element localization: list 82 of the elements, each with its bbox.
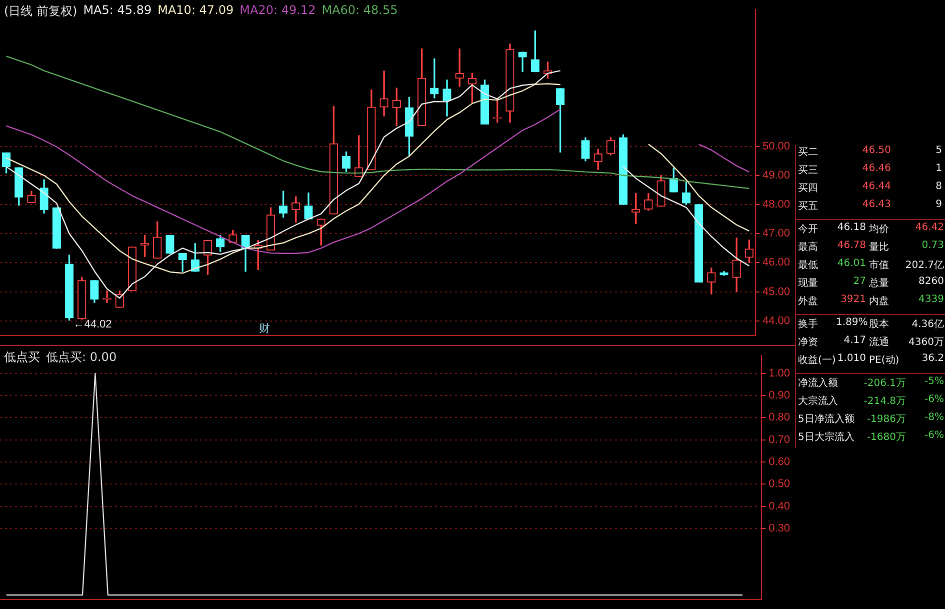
text: 买五 (798, 200, 819, 213)
text: 1.010 (836, 353, 866, 364)
candlestick (455, 48, 464, 87)
text: 今开 (798, 223, 819, 236)
text: 总量 (869, 276, 890, 290)
text: 股本 (869, 318, 890, 331)
text: 市值 (869, 258, 890, 272)
y-tick-label: 0.60 (768, 456, 790, 468)
series-label: 低点买: 0.00 (46, 349, 117, 366)
text: MA20: 49.12 (240, 3, 316, 19)
text: -1986万 (866, 413, 906, 426)
text: 46.50 (861, 145, 891, 156)
text: 最高 (798, 240, 819, 254)
text: 1.89% (836, 317, 868, 328)
text: 买二 (798, 146, 819, 159)
text: 0.73 (920, 240, 944, 251)
y-tick-label: 50.00 (762, 140, 790, 152)
text: MA10: 47.09 (158, 3, 234, 19)
candlestick (380, 70, 388, 116)
text: 流通 (869, 336, 890, 349)
text: MA60: 48.55 (322, 3, 398, 19)
text: 内盘 (869, 294, 890, 308)
text: 大宗流入 (798, 394, 839, 408)
text: -6% (924, 394, 944, 405)
text: 3921 (840, 294, 866, 305)
y-tick-label: 45.00 (762, 286, 790, 298)
text: 46.44 (861, 181, 891, 192)
text: 202.7亿 (904, 259, 944, 272)
text: 46.18 (836, 222, 866, 233)
y-tick-label: 47.00 (762, 228, 790, 240)
text: 净资 (798, 336, 819, 349)
text: 8 (934, 181, 942, 192)
text: -214.8万 (862, 395, 906, 408)
text: 46.46 (861, 163, 891, 174)
text: 5日净流入额 (798, 412, 856, 426)
text: 买四 (798, 182, 819, 195)
y-tick-label: 48.00 (762, 198, 790, 211)
text: 46.43 (861, 199, 891, 210)
text: -6% (924, 430, 944, 441)
text: 4.36亿 (910, 318, 944, 331)
text: 外盘 (798, 295, 819, 308)
text: 1 (934, 163, 942, 174)
text: 5日大宗流入 (798, 430, 856, 444)
text: 27 (852, 276, 866, 287)
y-tick-label: 0.30 (768, 522, 790, 535)
text: 46.42 (914, 222, 944, 233)
text: -206.1万 (862, 377, 906, 390)
text: 5 (934, 145, 942, 156)
text: 4.17 (842, 335, 866, 346)
text: -5% (924, 376, 944, 387)
text: MA5: 45.89 (83, 3, 152, 19)
y-tick-label: 0.50 (768, 478, 790, 490)
text: 均价 (869, 223, 890, 236)
y-tick-label: 1.00 (768, 367, 790, 380)
text: 4360万 (908, 336, 944, 349)
text: PE(动) (869, 354, 900, 367)
text: 换手 (798, 319, 818, 330)
annotation: 财 (258, 322, 270, 335)
y-tick-label: 0.80 (768, 412, 790, 424)
y-tick-label: 0.70 (768, 434, 790, 446)
annotation: ←44.02 (73, 318, 112, 330)
y-tick-label: 44.00 (762, 314, 790, 327)
text: -8% (924, 412, 944, 423)
text: 36.2 (920, 353, 944, 364)
y-tick-label: 0.90 (768, 390, 790, 402)
text: 8260 (918, 276, 944, 287)
y-tick-label: 46.00 (762, 256, 790, 269)
text: 最低 (798, 259, 819, 272)
y-tick-label: 0.40 (768, 500, 790, 512)
text: 46.78 (836, 240, 866, 251)
chart-title: 低点买 (4, 349, 40, 366)
y-tick-label: 49.00 (762, 169, 790, 182)
text: 收益(一) (798, 354, 837, 367)
text: -1680万 (866, 431, 906, 444)
chart-title: (日线 前复权) (4, 3, 78, 20)
text: 9 (934, 199, 942, 210)
text: 量比 (869, 240, 890, 254)
text: 买三 (798, 164, 819, 177)
text: 净流入额 (798, 376, 839, 390)
text: 46.01 (836, 258, 866, 269)
text: 4339 (918, 294, 944, 305)
text: 现量 (798, 277, 819, 290)
